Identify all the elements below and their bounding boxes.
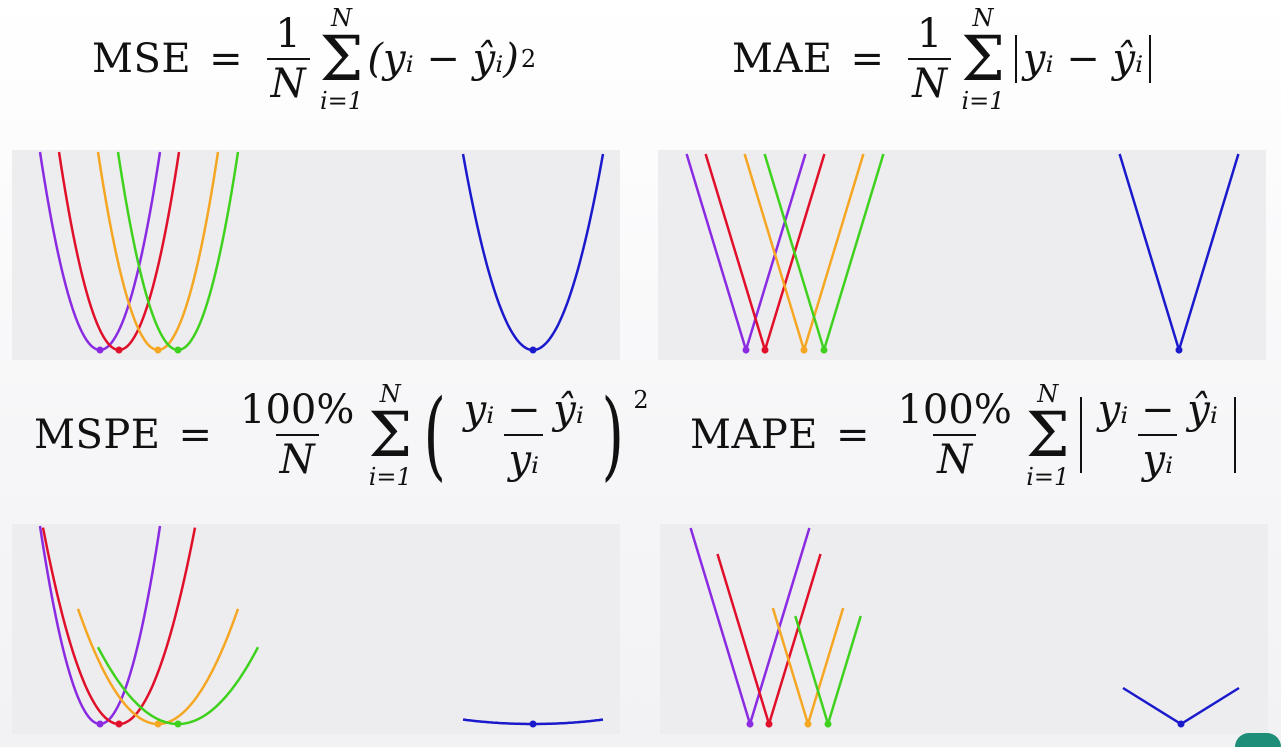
red-curve — [704, 153, 826, 355]
inner-fraction: yᵢ − ŷᵢ yᵢ — [1094, 390, 1222, 480]
aggregate-curve — [1118, 153, 1240, 355]
aggregate-minimum-point — [529, 720, 537, 728]
red-minimum-point — [765, 720, 773, 728]
fraction-denominator: N — [933, 434, 977, 480]
mse-loss-curves — [38, 151, 605, 354]
mae-formula: MAE = 1 N N Σ i=1 yᵢ − ŷᵢ — [732, 6, 1157, 113]
orange-minimum-point — [800, 346, 808, 354]
mape-name: MAPE — [690, 412, 818, 459]
mspe-loss-curves — [38, 525, 604, 728]
red-minimum-point — [115, 720, 123, 728]
fraction: 1 N — [266, 11, 310, 104]
orange-curve — [76, 608, 240, 726]
mae-name: MAE — [732, 36, 833, 83]
mape-plot-panel — [660, 524, 1268, 734]
summation: N Σ i=1 — [961, 6, 1005, 113]
equals-sign: = — [178, 412, 212, 459]
mse-formula: MSE = 1 N N Σ i=1 (yᵢ − ŷᵢ) 2 — [92, 6, 536, 113]
left-paren: ( — [423, 379, 447, 492]
mspe-plot-panel — [12, 524, 620, 734]
mspe-formula: MSPE = 100% N N Σ i=1 ( yᵢ − ŷᵢ yᵢ ) 2 — [34, 382, 649, 489]
summation-upper: N — [331, 4, 352, 32]
inner-fraction: yᵢ − ŷᵢ yᵢ — [460, 390, 588, 480]
squared-error-term: (yᵢ − ŷᵢ) — [367, 36, 519, 83]
green-curve — [794, 615, 862, 729]
aggregate-curve — [1122, 686, 1240, 726]
equals-sign: = — [209, 36, 243, 83]
orange-minimum-point — [154, 346, 162, 354]
equals-sign: = — [850, 36, 885, 83]
fraction-numerator: 1 — [916, 11, 943, 58]
fraction: 100% N — [236, 390, 358, 480]
aggregate-minimum-point — [529, 346, 537, 354]
purple-curve — [685, 153, 807, 355]
summation: N Σ i=1 — [320, 6, 364, 113]
purple-minimum-point — [742, 346, 750, 354]
fraction: 100% N — [893, 390, 1015, 480]
summation: N Σ i=1 — [368, 382, 412, 489]
sigma-icon: Σ — [1025, 398, 1070, 471]
purple-curve — [689, 527, 811, 729]
green-minimum-point — [174, 720, 182, 728]
inner-denominator: yᵢ — [1138, 434, 1178, 480]
mae-loss-curves — [685, 153, 1240, 355]
summation-upper: N — [972, 4, 994, 32]
mspe-name: MSPE — [34, 412, 161, 459]
absolute-bar-left — [1014, 35, 1017, 84]
summation-lower: i=1 — [1026, 462, 1070, 491]
green-minimum-point — [820, 346, 828, 354]
orange-minimum-point — [804, 720, 812, 728]
fraction: 1 N — [908, 11, 952, 104]
summation-upper: N — [379, 380, 401, 408]
sigma-icon: Σ — [368, 398, 413, 471]
summation-lower: i=1 — [961, 86, 1005, 115]
aggregate-curve — [461, 153, 605, 352]
equals-sign: = — [835, 412, 870, 459]
aggregate-minimum-point — [1175, 346, 1183, 354]
exponent: 2 — [520, 45, 537, 74]
green-minimum-point — [174, 346, 182, 354]
purple-minimum-point — [96, 720, 104, 728]
summation-lower: i=1 — [319, 86, 364, 115]
sigma-icon: Σ — [319, 22, 364, 95]
mse-plot-panel — [12, 150, 620, 360]
sigma-icon: Σ — [961, 22, 1005, 95]
exponent: 2 — [633, 386, 649, 414]
red-minimum-point — [115, 346, 123, 354]
absolute-error-term: yᵢ − ŷᵢ — [1022, 36, 1144, 83]
fraction-denominator: N — [266, 58, 310, 104]
mape-formula: MAPE = 100% N N Σ i=1 yᵢ − ŷᵢ yᵢ — [690, 382, 1242, 489]
absolute-bar-left — [1079, 397, 1082, 474]
orange-curve — [743, 153, 865, 355]
purple-minimum-point — [746, 720, 754, 728]
aggregate-minimum-point — [1177, 720, 1185, 728]
fraction-numerator: 100% — [240, 387, 355, 434]
mape-loss-curves — [689, 527, 1240, 729]
summation: N Σ i=1 — [1026, 382, 1070, 489]
fraction-denominator: N — [908, 58, 952, 104]
green-curve — [96, 646, 260, 726]
red-minimum-point — [761, 346, 769, 354]
red-curve — [716, 553, 822, 729]
purple-curve — [38, 525, 162, 726]
inner-denominator: yᵢ — [504, 434, 544, 480]
green-curve — [763, 153, 885, 355]
green-minimum-point — [824, 720, 832, 728]
fraction-numerator: 100% — [897, 387, 1012, 434]
orange-minimum-point — [154, 720, 162, 728]
fraction-numerator: 1 — [275, 11, 301, 58]
summation-lower: i=1 — [368, 462, 412, 491]
purple-minimum-point — [96, 346, 104, 354]
absolute-bar-right — [1233, 397, 1236, 474]
right-paren: ) — [601, 379, 624, 492]
mae-plot-panel — [658, 150, 1266, 360]
mse-name: MSE — [92, 36, 192, 83]
absolute-bar-right — [1149, 35, 1152, 84]
summation-upper: N — [1037, 380, 1059, 408]
corner-indicator — [1235, 733, 1281, 747]
inner-numerator: yᵢ − ŷᵢ — [463, 387, 584, 434]
fraction-denominator: N — [275, 434, 319, 480]
inner-numerator: yᵢ − ŷᵢ — [1097, 387, 1218, 434]
